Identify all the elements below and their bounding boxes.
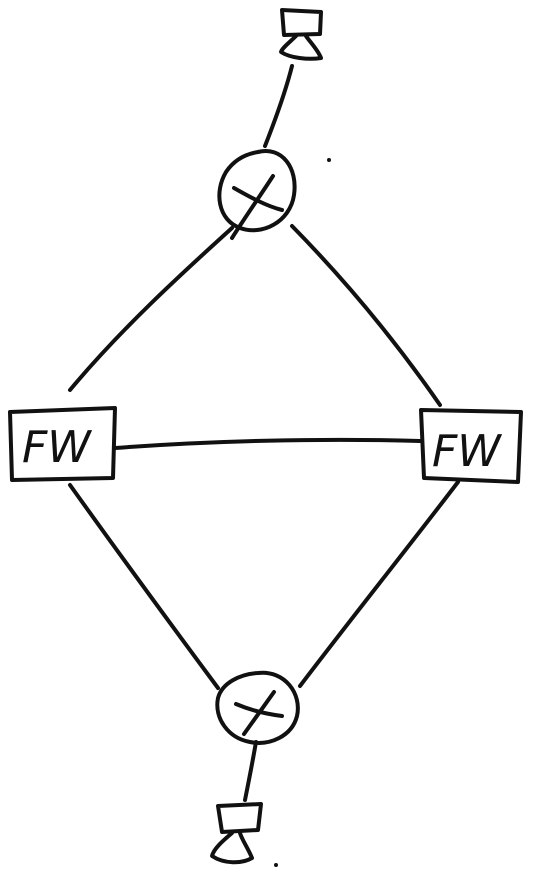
link-router-bottom-client-bottom: [243, 740, 258, 802]
workstation-bottom-icon: [210, 802, 263, 865]
link-router-top-firewall-right: [290, 224, 442, 407]
link-client-top-router-top: [263, 64, 294, 148]
firewall-left-label: FW: [22, 422, 92, 473]
firewall-left: FW: [8, 406, 117, 482]
firewall-right-label: FW: [432, 426, 502, 477]
link-firewall-left-firewall-right: [113, 437, 422, 450]
router-top-icon: [217, 149, 297, 240]
ink-dot: [327, 158, 331, 162]
link-firewall-right-router-bottom: [298, 480, 460, 688]
workstation-top-icon: [279, 8, 323, 61]
link-router-top-firewall-left: [68, 226, 234, 392]
firewall-right: FW: [419, 408, 523, 484]
link-firewall-left-router-bottom: [68, 483, 220, 690]
ink-dot: [274, 863, 278, 867]
router-bottom-icon: [215, 670, 300, 745]
links: [68, 64, 460, 802]
